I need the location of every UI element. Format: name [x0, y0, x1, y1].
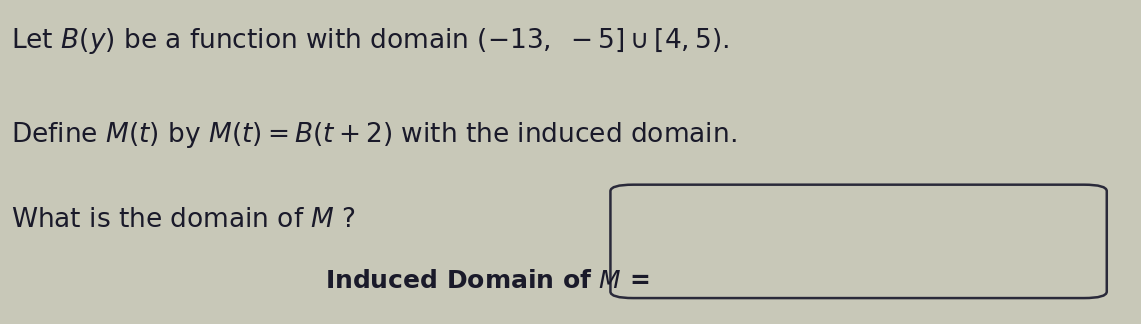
Text: Induced Domain of $M$ =: Induced Domain of $M$ = — [325, 269, 649, 293]
Text: Define $M(t)$ by $M(t) = B(t + 2)$ with the induced domain.: Define $M(t)$ by $M(t) = B(t + 2)$ with … — [11, 120, 737, 150]
Text: What is the domain of $M$ ?: What is the domain of $M$ ? — [11, 207, 356, 233]
Text: Let $B(y)$ be a function with domain $( - 13,\ - 5] \cup [4, 5)$.: Let $B(y)$ be a function with domain $( … — [11, 26, 729, 56]
FancyBboxPatch shape — [610, 185, 1107, 298]
